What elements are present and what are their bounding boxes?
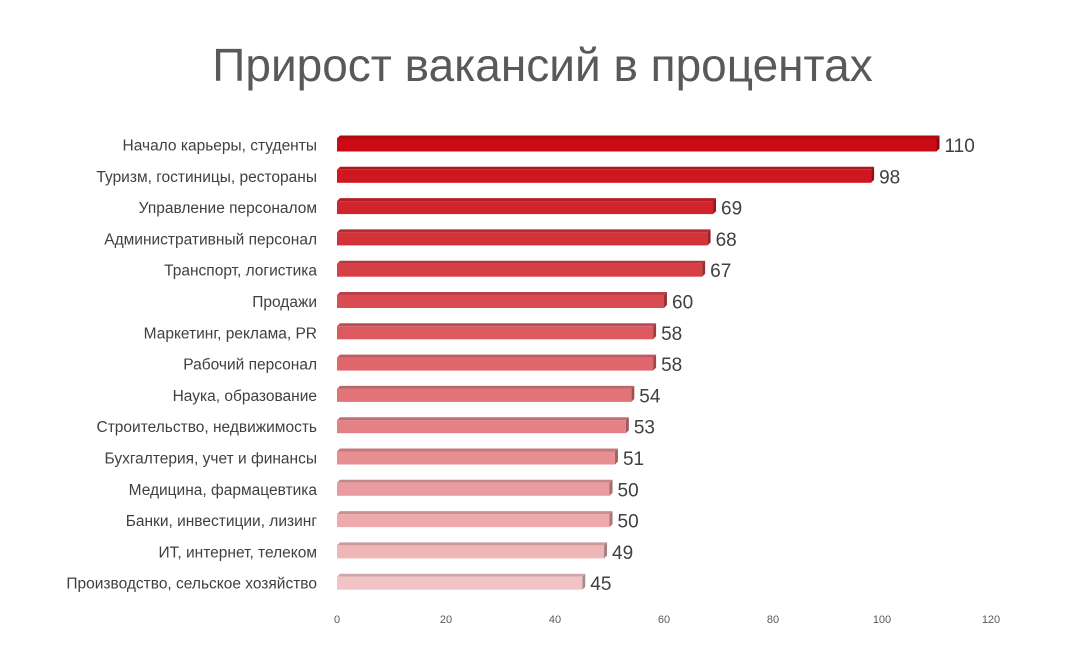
value-label: 68 <box>716 230 737 251</box>
bar-top-face <box>337 542 608 546</box>
value-label: 67 <box>710 261 731 282</box>
bar-side-face <box>631 385 635 402</box>
value-label: 54 <box>639 386 661 407</box>
value-label: 49 <box>612 543 633 564</box>
bar-side-face <box>702 260 706 277</box>
value-label: 60 <box>672 293 693 314</box>
bar-side-face <box>713 198 717 215</box>
category-label: Туризм, гостиницы, рестораны <box>96 169 317 186</box>
value-label: 110 <box>945 136 975 157</box>
bar-side-face <box>653 323 657 340</box>
value-label: 53 <box>634 418 655 439</box>
bar-side-face <box>625 417 629 434</box>
bar <box>337 514 610 528</box>
category-label: Административный персонал <box>104 231 317 248</box>
bar-side-face <box>653 354 657 371</box>
value-label: 51 <box>623 449 644 470</box>
value-label: 58 <box>661 324 682 345</box>
bar <box>337 357 654 371</box>
bar-top-face <box>337 229 711 233</box>
category-label: Рабочий персонал <box>183 357 317 374</box>
category-label: Начало карьеры, студенты <box>123 138 317 155</box>
chart-title: Прирост вакансий в процентах <box>212 39 873 91</box>
value-label: 50 <box>618 480 639 501</box>
value-label: 50 <box>618 512 639 533</box>
x-tick-label: 120 <box>982 614 1000 626</box>
bar-top-face <box>337 573 586 577</box>
bar <box>337 482 610 496</box>
bar-top-face <box>337 198 717 202</box>
category-label: Управление персоналом <box>139 200 317 217</box>
x-tick-label: 60 <box>658 614 670 626</box>
bar-top-face <box>337 260 706 264</box>
x-tick-label: 80 <box>767 614 779 626</box>
bar-top-face <box>337 166 875 170</box>
bar-top-face <box>337 448 618 452</box>
bar-side-face <box>614 448 618 465</box>
bar <box>337 576 583 590</box>
bar <box>337 388 632 402</box>
bar <box>337 138 937 152</box>
value-label: 98 <box>879 167 900 188</box>
bar-top-face <box>337 385 635 389</box>
bar-top-face <box>337 354 657 358</box>
bar <box>337 201 714 215</box>
category-label: Производство, сельское хозяйство <box>66 576 317 593</box>
bar-side-face <box>707 229 711 246</box>
bar <box>337 451 615 465</box>
bar-side-face <box>664 292 667 308</box>
x-tick-label: 100 <box>873 614 891 626</box>
bar-top-face <box>337 135 940 139</box>
bar-side-face <box>871 166 875 183</box>
bar <box>337 169 872 183</box>
bar <box>337 545 605 559</box>
category-label: Транспорт, логистика <box>164 263 317 280</box>
bar <box>337 232 708 246</box>
bar <box>337 420 626 434</box>
category-label: Бухгалтерия, учет и финансы <box>105 451 317 468</box>
bar-side-face <box>609 479 613 496</box>
value-label: 69 <box>721 199 742 220</box>
bar <box>337 326 654 340</box>
category-label: Наука, образование <box>173 388 317 405</box>
bar-side-face <box>604 542 608 559</box>
category-label: Медицина, фармацевтика <box>129 482 318 499</box>
bar-top-face <box>337 417 629 421</box>
bar-top-face <box>337 479 613 483</box>
category-label: Банки, инвестиции, лизинг <box>126 513 318 530</box>
bar-top-face <box>337 292 667 295</box>
bar <box>337 263 703 277</box>
x-tick-label: 20 <box>440 614 452 626</box>
value-label: 58 <box>661 355 682 376</box>
bar-side-face <box>582 573 586 590</box>
bar-side-face <box>609 511 613 528</box>
category-label: Строительство, недвижимость <box>97 419 318 436</box>
category-label: Продажи <box>252 294 317 311</box>
bar <box>337 295 664 308</box>
category-label: ИТ, интернет, телеком <box>159 544 317 561</box>
bar-side-face <box>936 135 940 152</box>
bar-top-face <box>337 323 657 327</box>
value-label: 45 <box>590 574 611 595</box>
category-label: Маркетинг, реклама, PR <box>144 325 317 342</box>
x-tick-label: 40 <box>549 614 561 626</box>
bar-top-face <box>337 511 613 515</box>
x-tick-label: 0 <box>334 614 340 626</box>
